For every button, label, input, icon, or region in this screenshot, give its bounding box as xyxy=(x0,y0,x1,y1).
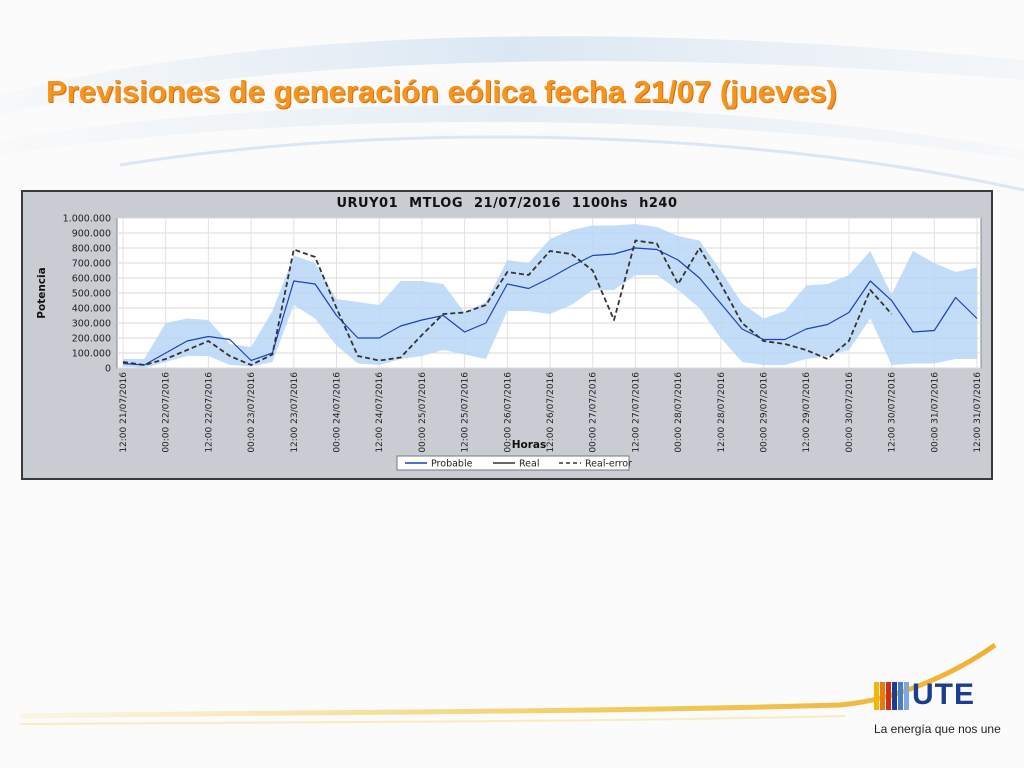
brand-logo-text: UTE xyxy=(912,678,975,711)
x-tick-label: 12:00 26/07/2016 xyxy=(546,372,556,453)
x-tick-label: 00:00 26/07/2016 xyxy=(503,372,513,453)
legend-label: Real xyxy=(519,459,539,470)
legend-label: Real-error xyxy=(585,459,632,470)
x-tick-label: 12:00 30/07/2016 xyxy=(888,372,898,453)
brand-tagline: La energía que nos une xyxy=(874,722,1001,736)
x-tick-label: 12:00 29/07/2016 xyxy=(802,372,812,453)
y-tick-label: 0 xyxy=(105,364,111,375)
confidence-band xyxy=(123,224,977,368)
x-tick-label: 00:00 24/07/2016 xyxy=(333,372,343,453)
y-tick-label: 400.000 xyxy=(72,304,111,315)
y-tick-label: 100.000 xyxy=(72,349,111,360)
x-tick-label: 12:00 21/07/2016 xyxy=(119,372,129,453)
x-tick-label: 12:00 24/07/2016 xyxy=(375,372,385,453)
ute-logo-icon xyxy=(874,682,909,710)
x-tick-label: 12:00 23/07/2016 xyxy=(290,372,300,453)
y-tick-label: 1.000.000 xyxy=(63,214,111,225)
y-axis-label: Potencia xyxy=(36,267,48,318)
x-tick-label: 12:00 25/07/2016 xyxy=(461,372,471,453)
x-tick-label: 00:00 27/07/2016 xyxy=(589,372,599,453)
x-axis-label: Horas xyxy=(512,439,547,451)
chart-panel: 0 100.000 200.000 300.000 400.000 500.000 600.… xyxy=(21,190,993,480)
x-tick-label: 00:00 28/07/2016 xyxy=(674,372,684,453)
x-tick-label: 12:00 27/07/2016 xyxy=(631,372,641,453)
x-tick-label: 12:00 28/07/2016 xyxy=(717,372,727,453)
x-tick-label: 00:00 31/07/2016 xyxy=(930,372,940,453)
x-tick-label: 00:00 23/07/2016 xyxy=(247,372,257,453)
x-tick-label: 12:00 22/07/2016 xyxy=(204,372,214,453)
y-tick-label: 900.000 xyxy=(72,229,111,240)
x-tick-label: 00:00 29/07/2016 xyxy=(760,372,770,453)
legend-label: Probable xyxy=(431,459,473,470)
y-tick-label: 800.000 xyxy=(72,244,111,255)
slide-title: Previsiones de generación eólica fecha 2… xyxy=(46,74,837,109)
x-tick-label: 00:00 22/07/2016 xyxy=(162,372,172,453)
y-tick-label: 200.000 xyxy=(72,334,111,345)
x-tick-label: 00:00 25/07/2016 xyxy=(418,372,428,453)
x-tick-label: 12:00 31/07/2016 xyxy=(973,372,983,453)
x-tick-label: 00:00 30/07/2016 xyxy=(845,372,855,453)
y-tick-label: 500.000 xyxy=(72,289,111,300)
series-real-error-line xyxy=(122,239,893,366)
wind-forecast-chart: 0 100.000 200.000 300.000 400.000 500.000 600.… xyxy=(36,214,983,471)
y-tick-label: 600.000 xyxy=(72,274,111,285)
series-probable-line xyxy=(122,247,978,366)
chart-title: URUY01 MTLOG 21/07/2016 1100hs h240 xyxy=(336,196,678,211)
y-tick-label: 700.000 xyxy=(72,259,111,270)
y-tick-label: 300.000 xyxy=(72,319,111,330)
